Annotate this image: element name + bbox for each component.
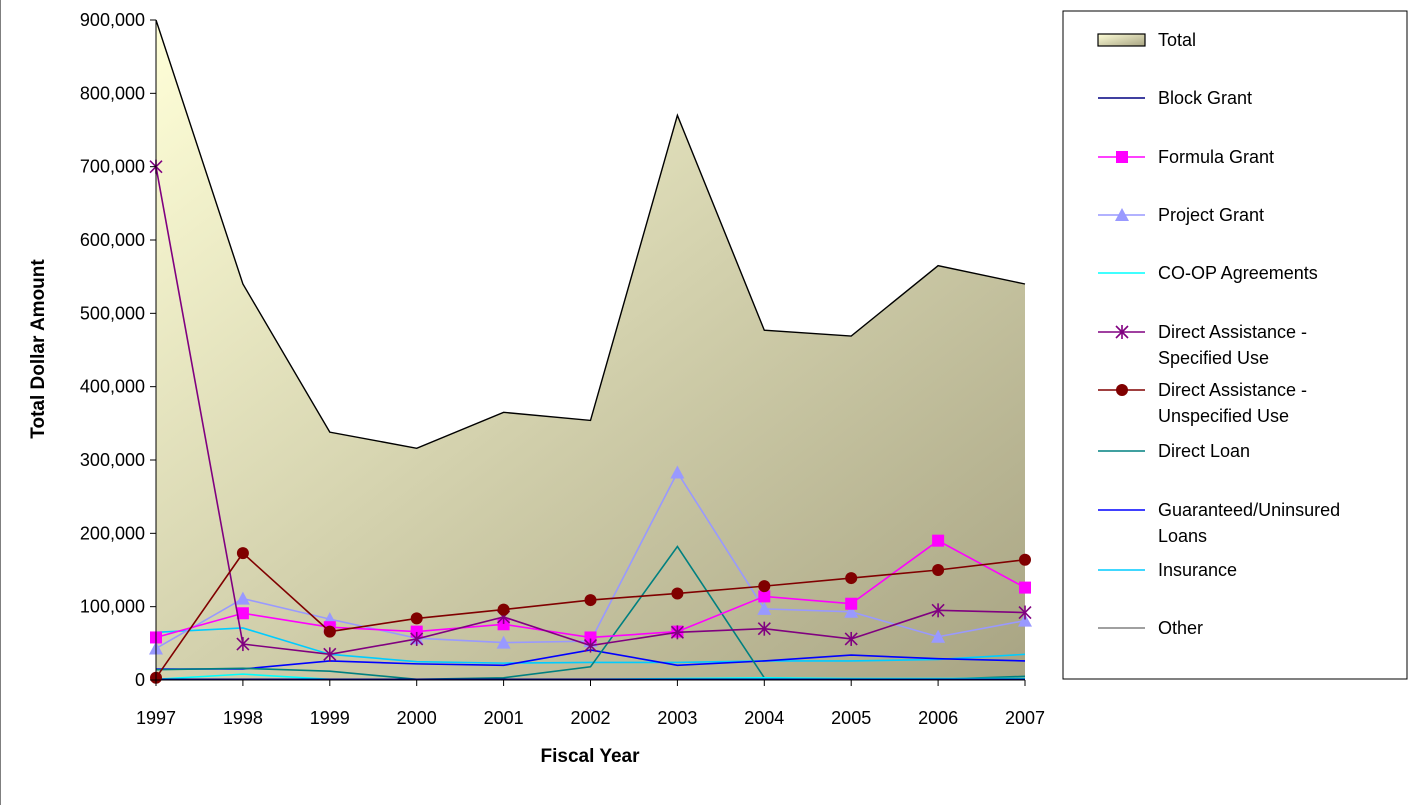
point-project-grant-2003 [670,465,685,479]
plot-area [149,19,1032,684]
point-project-grant-2006 [931,629,946,643]
x-tick-label: 2005 [831,708,871,728]
y-tick-label: 700,000 [80,157,145,177]
point-direct-assistance-unspecified-use-2007 [1019,553,1031,566]
x-tick-label: 2002 [570,708,610,728]
point-formula-grant-2006 [932,534,945,547]
legend-item-formula-grant: Formula Grant [1098,147,1274,167]
legend-item-other: Other [1098,618,1203,638]
legend-item-project-grant: Project Grant [1098,205,1264,225]
legend-label-total: Total [1158,30,1196,50]
point-direct-assistance-specified-use-2007 [1018,605,1032,620]
legend-item-co-op-agreements: CO-OP Agreements [1098,263,1318,283]
x-tick-label: 2000 [397,708,437,728]
point-direct-assistance-unspecified-use-2000 [410,612,423,625]
legend-label-other: Other [1158,618,1203,638]
legend-label-formula-grant: Formula Grant [1158,147,1274,167]
x-tick-label: 2007 [1005,708,1045,728]
x-tick-label: 1997 [136,708,176,728]
x-tick-label: 1999 [310,708,350,728]
point-project-grant-2005 [844,604,859,618]
point-direct-assistance-specified-use-2006 [931,603,945,618]
legend-item-direct-assistance-unspecified-use: Direct Assistance - Unspecified Use [1098,380,1307,426]
point-direct-assistance-unspecified-use-2001 [497,603,510,616]
point-project-grant-1998 [235,591,250,605]
legend-label-block-grant: Block Grant [1158,88,1252,108]
point-project-grant-2001 [496,635,511,649]
legend-item-direct-assistance-specified-use: Direct Assistance - Specified Use [1098,322,1307,368]
point-direct-assistance-specified-use-2000 [410,631,424,646]
legend: Total Block Grant Formula Grant Project Gra… [1062,10,1408,680]
legend-label-direct-assistance-specified-use: Specified Use [1158,348,1269,368]
point-formula-grant-2001 [497,618,510,631]
point-formula-grant-2004 [758,590,771,603]
axes: 0 100,000 200,000 300,000 400,000 500,000 600,… [80,10,1045,728]
y-tick-label: 200,000 [80,523,145,543]
legend-label-direct-loan: Direct Loan [1158,441,1250,461]
legend-marker-formula-grant [1116,151,1128,163]
legend-label-insurance: Insurance [1158,560,1237,580]
x-tick-label: 2006 [918,708,958,728]
point-direct-assistance-unspecified-use-2004 [758,580,771,593]
point-direct-assistance-specified-use-1998 [236,637,250,652]
point-formula-grant-1998 [236,607,249,620]
y-tick-label: 400,000 [80,377,145,397]
series-insurance-line [155,627,1026,664]
series-insurance [155,627,1026,664]
point-formula-grant-2000 [410,625,423,638]
point-formula-grant-2005 [845,597,858,610]
point-direct-assistance-unspecified-use-1999 [323,625,336,638]
y-tick-label: 0 [135,670,145,690]
x-tick-label: 2004 [744,708,784,728]
point-direct-assistance-unspecified-use-2005 [845,572,858,585]
x-tick-label: 2003 [657,708,697,728]
point-formula-grant-2002 [584,631,597,644]
x-axis-title: Fiscal Year [541,746,641,767]
legend-item-direct-loan: Direct Loan [1098,441,1250,461]
y-tick-label: 600,000 [80,230,145,250]
legend-box [1062,10,1408,680]
point-project-grant-2004 [757,601,772,615]
legend-item-total: Total [1097,30,1196,50]
legend-item-block-grant: Block Grant [1098,88,1252,108]
legend-marker-direct-assistance-unspecified-use [1116,384,1128,396]
legend-label-guaranteed-uninsured-loans: Guaranteed/Uninsured [1158,500,1340,520]
x-tick-label: 1998 [223,708,263,728]
legend-label-direct-assistance-unspecified-use: Direct Assistance - [1158,380,1307,400]
x-tick-label: 2001 [484,708,524,728]
point-direct-assistance-unspecified-use-2003 [671,587,684,600]
point-direct-assistance-specified-use-1999 [323,647,337,662]
series-total-outline [155,19,1026,449]
y-tick-label: 300,000 [80,450,145,470]
y-tick-label: 900,000 [80,10,145,30]
point-formula-grant-2007 [1019,581,1031,594]
legend-item-guaranteed-uninsured-loans: Guaranteed/Uninsured Loans [1098,500,1340,546]
legend-label-co-op-agreements: CO-OP Agreements [1158,263,1318,283]
y-tick-label: 100,000 [80,597,145,617]
y-tick-label: 500,000 [80,303,145,323]
point-direct-assistance-unspecified-use-2006 [932,564,945,576]
legend-item-insurance: Insurance [1098,560,1237,580]
legend-swatch-total [1097,33,1146,47]
point-direct-assistance-specified-use-2005 [844,631,858,646]
series-total-area [156,20,1025,680]
point-direct-assistance-unspecified-use-2002 [584,594,597,607]
legend-label-guaranteed-uninsured-loans: Loans [1158,526,1207,546]
point-direct-assistance-unspecified-use-1998 [236,547,249,560]
legend-marker-project-grant [1115,208,1129,221]
point-direct-assistance-specified-use-2004 [757,621,771,636]
y-tick-label: 800,000 [80,83,145,103]
series-direct-assistance-unspecified-use [150,547,1031,684]
y-axis-title: Total Dollar Amount [28,259,49,439]
point-direct-assistance-specified-use-2003 [670,625,684,640]
legend-marker-direct-assistance-specified-use [1115,325,1129,339]
legend-label-project-grant: Project Grant [1158,205,1264,225]
point-project-grant-2007 [1018,613,1032,627]
legend-label-direct-assistance-unspecified-use: Unspecified Use [1158,406,1289,426]
point-direct-assistance-specified-use-2002 [583,638,598,653]
legend-label-direct-assistance-specified-use: Direct Assistance - [1158,322,1307,342]
